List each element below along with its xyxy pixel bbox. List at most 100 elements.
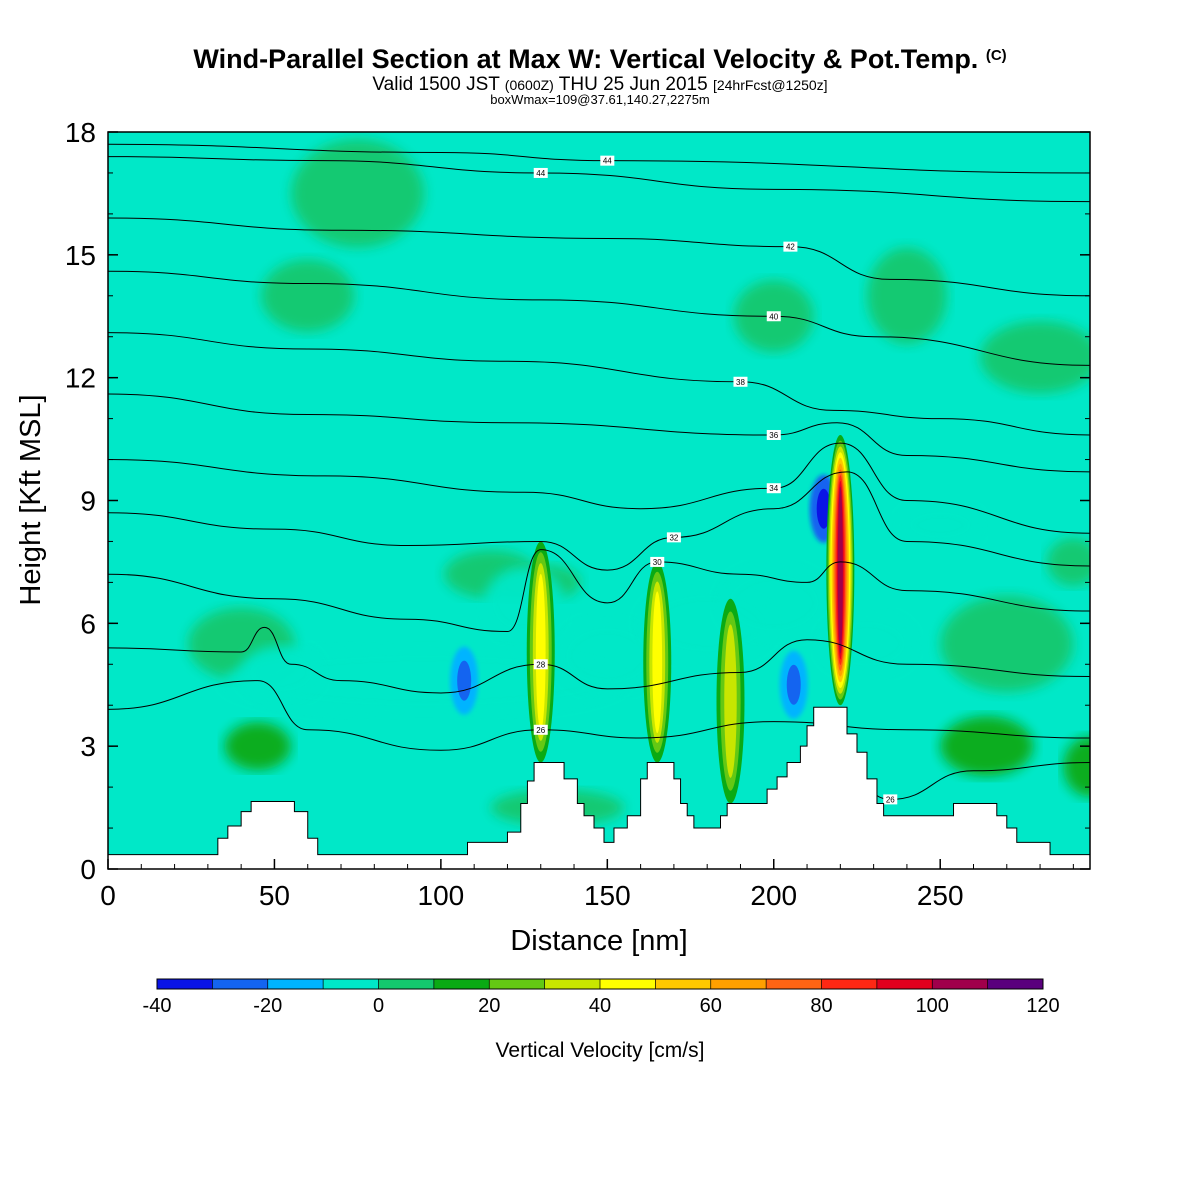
- contour-label-box: [533, 724, 548, 735]
- contour-label-box: [783, 241, 798, 252]
- theta-contour: [108, 156, 1090, 203]
- contour-label: 42: [786, 243, 795, 252]
- contour-label: 44: [536, 169, 545, 178]
- colorbar-tick-label: 0: [373, 995, 384, 1017]
- updraft-field: [526, 434, 855, 804]
- colorbar-tick-label: -40: [143, 995, 172, 1017]
- contour-label-box: [600, 155, 615, 166]
- x-tick-label: 250: [917, 880, 964, 911]
- contour-label: 26: [536, 726, 545, 735]
- contour-label-box: [533, 659, 548, 670]
- colorbar-swatch: [212, 979, 269, 989]
- colorbar-swatch: [876, 979, 933, 989]
- contour-label-box: [766, 429, 781, 440]
- chart-title: Wind-Parallel Section at Max W: Vertical…: [0, 44, 1200, 75]
- colorbar-swatch: [932, 979, 989, 989]
- updraft-level: [535, 573, 546, 731]
- x-tick-label: 200: [750, 880, 797, 911]
- plot-area: 44 44 42 40 38 36 34 32 30 28 26 26: [108, 132, 1090, 869]
- colorbar-swatch: [987, 979, 1044, 989]
- theta-contour: [108, 332, 1090, 436]
- y-tick-label: 6: [80, 608, 96, 639]
- velocity-patch: [720, 566, 828, 639]
- colorbar-swatch: [157, 979, 213, 989]
- contour-label-box: [533, 167, 548, 178]
- forecast-info: [24hrFcst@1250z]: [712, 77, 828, 93]
- y-tick-label: 15: [65, 240, 96, 271]
- downdraft-core-max: [457, 660, 472, 701]
- contour-label: 36: [769, 431, 778, 440]
- valid-time: Valid 1500 JST: [372, 74, 500, 95]
- y-tick-label: 9: [80, 486, 96, 517]
- velocity-patch: [940, 716, 1034, 777]
- colorbar-tick-label: 120: [1026, 995, 1059, 1017]
- velocity-patch: [224, 647, 624, 714]
- y-tick-label: 18: [65, 117, 96, 148]
- colorbar-swatch: [710, 979, 767, 989]
- x-tick-label: 150: [584, 880, 631, 911]
- velocity-patch: [557, 620, 658, 693]
- velocity-patch: [1063, 736, 1090, 797]
- contour-label-box: [766, 311, 781, 322]
- colorbar-swatch: [489, 979, 546, 989]
- contour-label: 32: [669, 533, 678, 542]
- velocity-patch: [980, 321, 1090, 394]
- colorbar-swatch: [323, 979, 379, 989]
- colorbar-swatch: [766, 979, 822, 989]
- colorbar-swatch: [821, 979, 878, 989]
- terrain-profile: [108, 706, 1090, 869]
- contour-label: 40: [769, 312, 778, 321]
- colorbar-tick-label: -20: [253, 995, 282, 1017]
- colorbar-label: Vertical Velocity [cm/s]: [496, 1039, 705, 1062]
- velocity-patch: [291, 139, 425, 248]
- x-axis-label: Distance [nm]: [510, 925, 687, 957]
- x-axis-ticks: 0 50 100 150 200 250: [100, 859, 1074, 911]
- contour-label-box: [766, 483, 781, 494]
- x-tick-label: 100: [418, 880, 465, 911]
- contour-label: 44: [603, 157, 612, 166]
- copyright-mark: (C): [985, 47, 1007, 64]
- theta-contour: [108, 393, 1090, 473]
- velocity-patch: [900, 504, 981, 547]
- colorbar-swatch: [267, 979, 324, 989]
- y-axis-label: Height [Kft MSL]: [15, 394, 47, 605]
- velocity-patch: [866, 247, 947, 344]
- colorbar-swatch: [655, 979, 712, 989]
- y-tick-label: 12: [65, 363, 96, 394]
- updraft-level: [837, 486, 843, 654]
- updraft-level: [652, 591, 663, 734]
- colorbar: -40 -20 0 20 40 60 80 100 120: [143, 978, 1060, 1017]
- theta-contour: [108, 549, 1090, 633]
- colorbar-swatch: [600, 979, 656, 989]
- velocity-patch: [241, 645, 322, 700]
- downdraft-core-max: [816, 488, 831, 529]
- chart-title-text: Wind-Parallel Section at Max W: Vertical…: [193, 44, 979, 74]
- y-tick-label: 0: [80, 854, 96, 885]
- contour-label: 38: [736, 378, 745, 387]
- contour-label-box: [883, 794, 898, 805]
- y-tick-label: 3: [80, 731, 96, 762]
- velocity-patch: [261, 259, 355, 332]
- box-wmax-info: boxWmax=109@37.61,140.27,2275m: [490, 92, 710, 107]
- contour-label: 28: [536, 660, 545, 669]
- colorbar-swatch: [544, 979, 601, 989]
- contour-label-box: [666, 532, 681, 543]
- colorbar-tick-label: 80: [810, 995, 832, 1017]
- valid-date: THU 25 Jun 2015: [558, 74, 708, 95]
- theta-contour: [108, 442, 1090, 534]
- colorbar-tick-label: 20: [478, 995, 500, 1017]
- colorbar-swatch: [433, 979, 490, 989]
- colorbar-swatch: [378, 979, 435, 989]
- x-tick-label: 50: [259, 880, 290, 911]
- contour-label: 30: [653, 558, 662, 567]
- theta-contour: [108, 143, 1090, 174]
- theta-contour: [108, 270, 1090, 366]
- theta-contour: [108, 217, 1090, 297]
- downdraft-core-max: [786, 664, 801, 705]
- velocity-patch: [1046, 537, 1090, 586]
- colorbar-tick-label: 100: [916, 995, 949, 1017]
- colorbar-tick-label: 40: [589, 995, 611, 1017]
- theta-contour: [108, 471, 1090, 571]
